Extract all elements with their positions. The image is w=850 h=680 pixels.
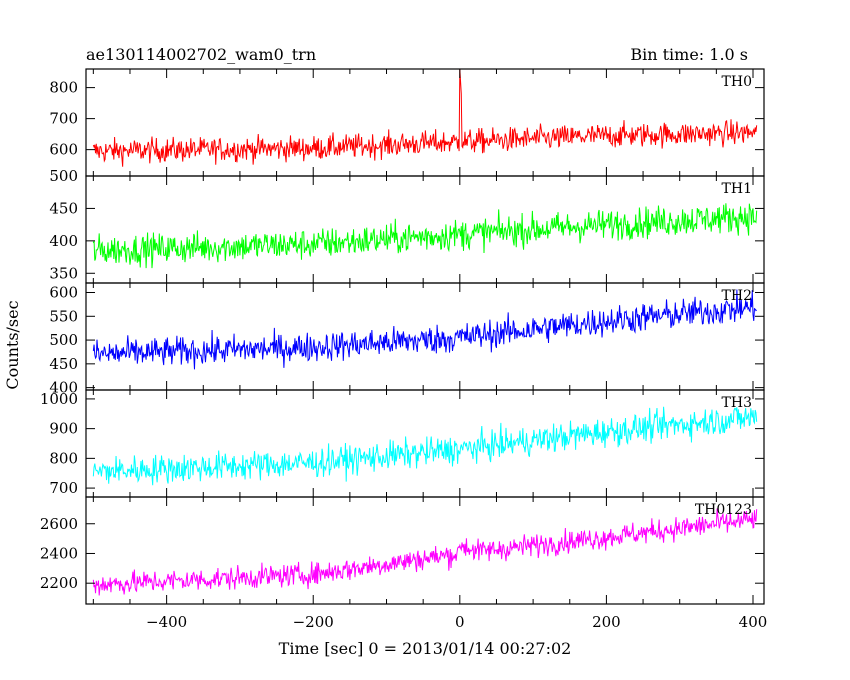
y-tick-label: 900: [49, 420, 78, 438]
x-axis-label: Time [sec] 0 = 2013/01/14 00:27:02: [279, 639, 572, 658]
chart-subtitle: Bin time: 1.0 s: [630, 45, 748, 64]
series-line-th2: [92, 289, 757, 370]
y-tick-label: 400: [49, 232, 78, 250]
y-tick-label: 400: [49, 379, 78, 397]
series-line-th3: [92, 406, 758, 486]
panel-label-th0: TH0: [722, 74, 752, 90]
series-line-th1: [92, 203, 758, 269]
x-tick-label: 0: [455, 613, 465, 631]
x-tick-label: −200: [293, 613, 334, 631]
y-axis-label: Counts/sec: [3, 300, 22, 389]
y-tick-label: 700: [49, 479, 78, 497]
x-tick-label: −400: [146, 613, 187, 631]
y-tick-label: 2400: [40, 544, 78, 562]
y-tick-label: 600: [49, 284, 78, 302]
y-tick-label: 600: [49, 141, 78, 159]
y-tick-label: 1000: [40, 390, 78, 408]
y-tick-label: 500: [49, 331, 78, 349]
y-tick-label: 2600: [40, 515, 78, 533]
series-line-th0123: [92, 508, 758, 596]
x-tick-label: 400: [739, 613, 768, 631]
panel-label-th1: TH1: [722, 181, 752, 197]
x-tick-label: 200: [592, 613, 621, 631]
y-tick-label: 2200: [40, 574, 78, 592]
panel-label-th0123: TH0123: [695, 502, 752, 518]
y-tick-label: 450: [49, 355, 78, 373]
panels-group: 600 700 800 TH0 350 400 450 500 TH1 400 450 500 550 6…: [40, 68, 768, 631]
y-tick-label: 550: [49, 307, 78, 325]
chart-title: ae130114002702_wam0_trn: [86, 45, 316, 64]
y-tick-label: 450: [49, 199, 78, 217]
panel-frame: [85, 496, 765, 605]
y-tick-label: 500: [49, 167, 78, 185]
panel-label-th2: TH2: [722, 288, 752, 304]
y-tick-label: 350: [49, 264, 78, 282]
y-tick-label: 800: [49, 79, 78, 97]
y-tick-label: 800: [49, 449, 78, 467]
panel-label-th3: TH3: [722, 395, 752, 411]
series-line-th0: [92, 69, 758, 167]
y-tick-label: 700: [49, 110, 78, 128]
